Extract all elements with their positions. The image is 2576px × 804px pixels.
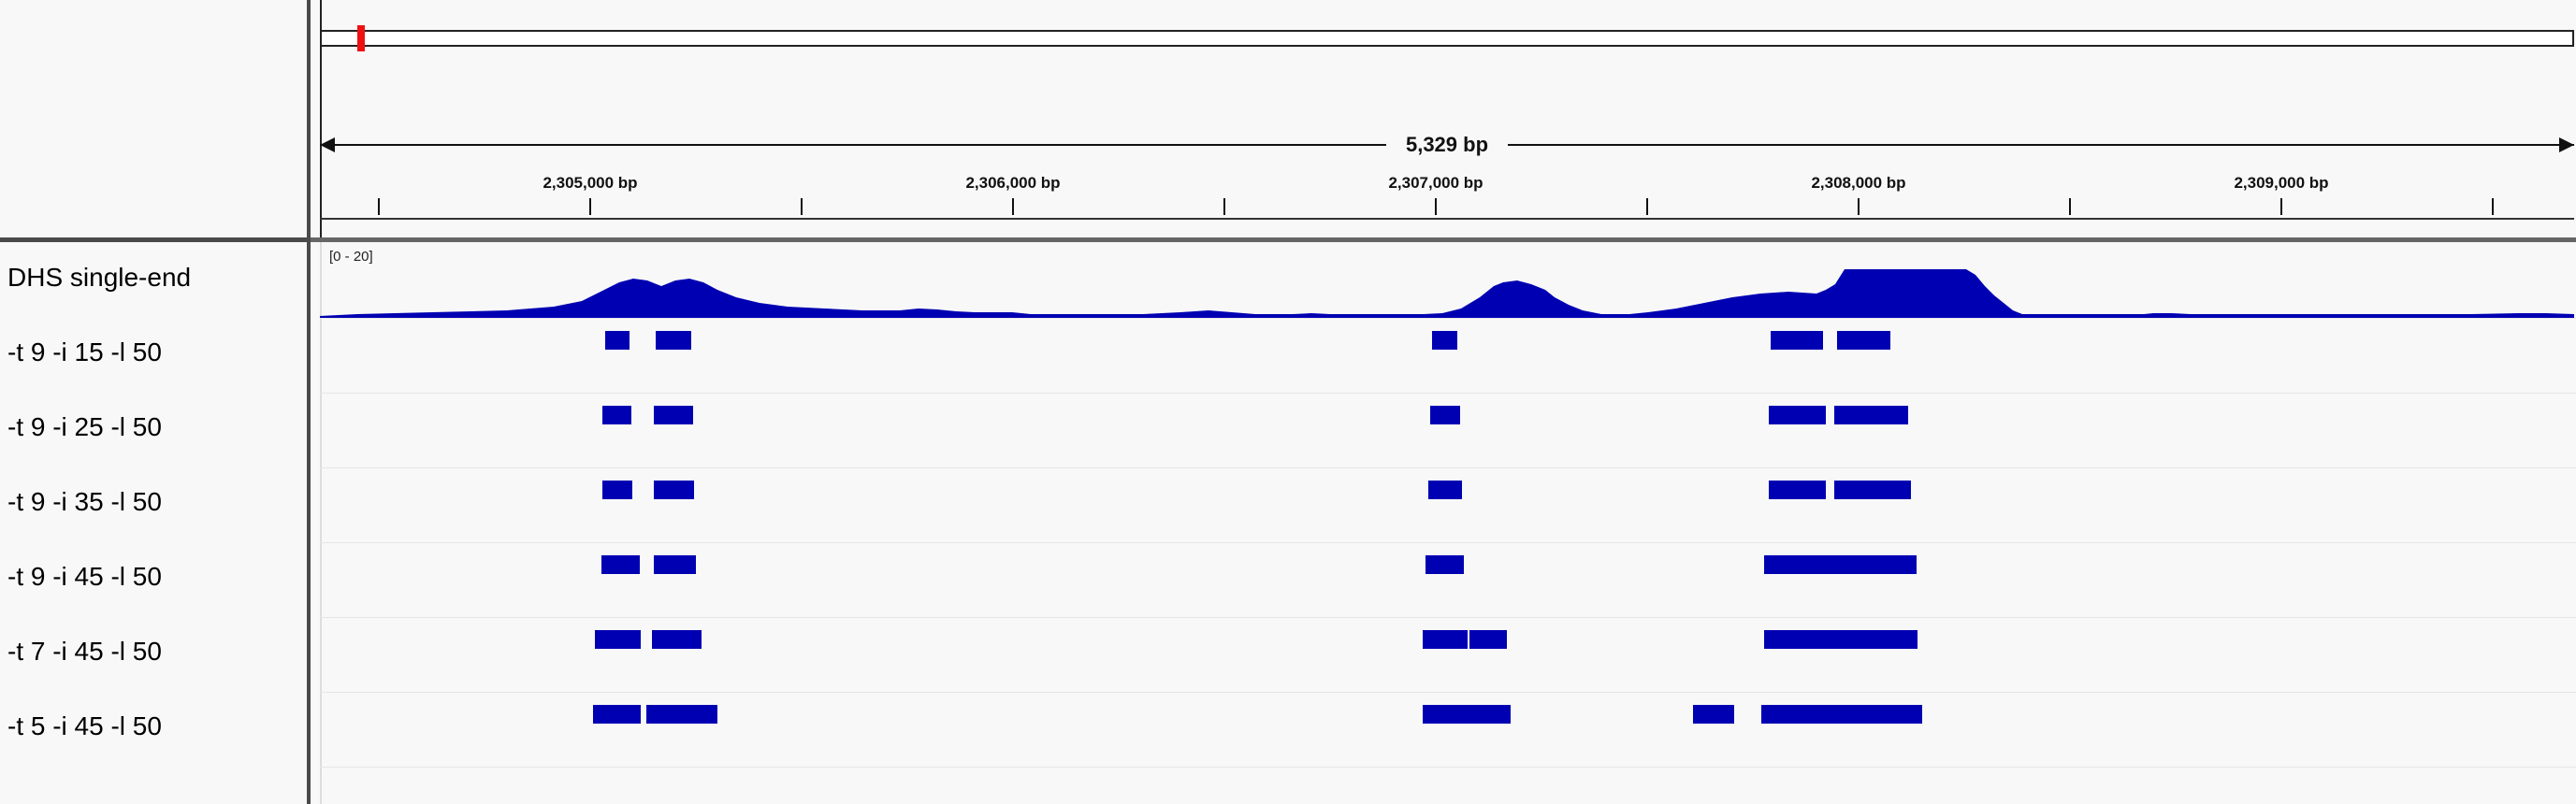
row-separator — [320, 617, 2576, 618]
ruler-tick — [2069, 198, 2071, 215]
tick-label: 2,307,000 bp — [1388, 174, 1483, 192]
track-name-row-2[interactable]: -t 9 -i 25 -l 50 — [7, 412, 162, 441]
feature-block[interactable] — [1430, 406, 1460, 424]
feature-block[interactable] — [1764, 555, 1917, 574]
feature-block[interactable] — [593, 705, 641, 724]
feature-block[interactable] — [601, 555, 640, 574]
feature-block[interactable] — [656, 331, 691, 350]
track-name-row-6[interactable]: -t 5 -i 45 -l 50 — [7, 711, 162, 740]
track-name-row-4[interactable]: -t 9 -i 45 -l 50 — [7, 562, 162, 591]
feature-block[interactable] — [654, 406, 693, 424]
ruler-tick — [589, 198, 591, 215]
row-separator — [320, 467, 2576, 468]
span-line-left — [320, 144, 1386, 146]
panel-divider-horizontal[interactable] — [311, 237, 2576, 242]
feature-block[interactable] — [654, 481, 694, 499]
panel-divider-horizontal-left[interactable] — [0, 237, 307, 242]
tick-label: 2,308,000 bp — [1811, 174, 1906, 192]
track-name-panel: DHS single-end -t 9 -i 15 -l 50 -t 9 -i … — [0, 0, 307, 804]
feature-block[interactable] — [652, 630, 702, 649]
coverage-area — [320, 269, 2574, 318]
ruler-tick — [2492, 198, 2494, 215]
span-label: 5,329 bp — [1405, 133, 1489, 156]
feature-block[interactable] — [1834, 406, 1908, 424]
feature-block[interactable] — [1771, 331, 1823, 350]
feature-block[interactable] — [1469, 630, 1507, 649]
feature-block[interactable] — [1423, 630, 1468, 649]
ruler-tick — [1435, 198, 1437, 215]
row-separator — [320, 692, 2576, 693]
span-ruler: 5,329 bp — [320, 131, 2574, 159]
feature-block[interactable] — [1769, 481, 1826, 499]
coverage-track[interactable] — [320, 252, 2574, 318]
panel-divider-vertical[interactable] — [307, 0, 311, 804]
ruler-tick — [801, 198, 803, 215]
feature-block[interactable] — [595, 630, 641, 649]
chromosome-ideogram[interactable] — [320, 30, 2574, 47]
span-line-right — [1508, 144, 2574, 146]
feature-block[interactable] — [1425, 555, 1464, 574]
track-name-row-3[interactable]: -t 9 -i 35 -l 50 — [7, 487, 162, 516]
track-name-row-1[interactable]: -t 9 -i 15 -l 50 — [7, 337, 162, 366]
feature-block[interactable] — [1423, 705, 1511, 724]
row-separator — [320, 767, 2576, 768]
feature-block[interactable] — [1764, 630, 1918, 649]
feature-block[interactable] — [602, 406, 631, 424]
row-separator — [320, 318, 2576, 319]
track-name-row-5[interactable]: -t 7 -i 45 -l 50 — [7, 637, 162, 666]
arrow-right-icon — [2559, 137, 2574, 152]
feature-block[interactable] — [1834, 481, 1911, 499]
feature-block[interactable] — [602, 481, 632, 499]
row-separator — [320, 393, 2576, 394]
ruler-tick — [1223, 198, 1225, 215]
ruler-tick — [1646, 198, 1648, 215]
feature-block[interactable] — [646, 705, 717, 724]
feature-block[interactable] — [1693, 705, 1734, 724]
data-range-label: [0 - 20] — [329, 249, 373, 265]
tick-label: 2,305,000 bp — [543, 174, 638, 192]
ruler-baseline — [320, 218, 2574, 220]
current-region-marker[interactable] — [357, 25, 365, 51]
track-name-coverage[interactable]: DHS single-end — [7, 263, 192, 292]
ruler-tick — [1858, 198, 1860, 215]
tick-label: 2,309,000 bp — [2234, 174, 2329, 192]
ruler-tick — [1012, 198, 1014, 215]
row-separator — [320, 542, 2576, 543]
ruler-tick — [378, 198, 380, 215]
feature-block[interactable] — [605, 331, 630, 350]
tick-label: 2,306,000 bp — [965, 174, 1061, 192]
feature-block[interactable] — [1769, 406, 1826, 424]
feature-block[interactable] — [1837, 331, 1890, 350]
header-left-border — [320, 0, 322, 237]
feature-block[interactable] — [1761, 705, 1922, 724]
feature-block[interactable] — [1428, 481, 1462, 499]
feature-block[interactable] — [654, 555, 696, 574]
ruler-tick — [2280, 198, 2282, 215]
data-left-border — [320, 242, 322, 804]
feature-block[interactable] — [1432, 331, 1457, 350]
data-panel — [311, 0, 2576, 804]
